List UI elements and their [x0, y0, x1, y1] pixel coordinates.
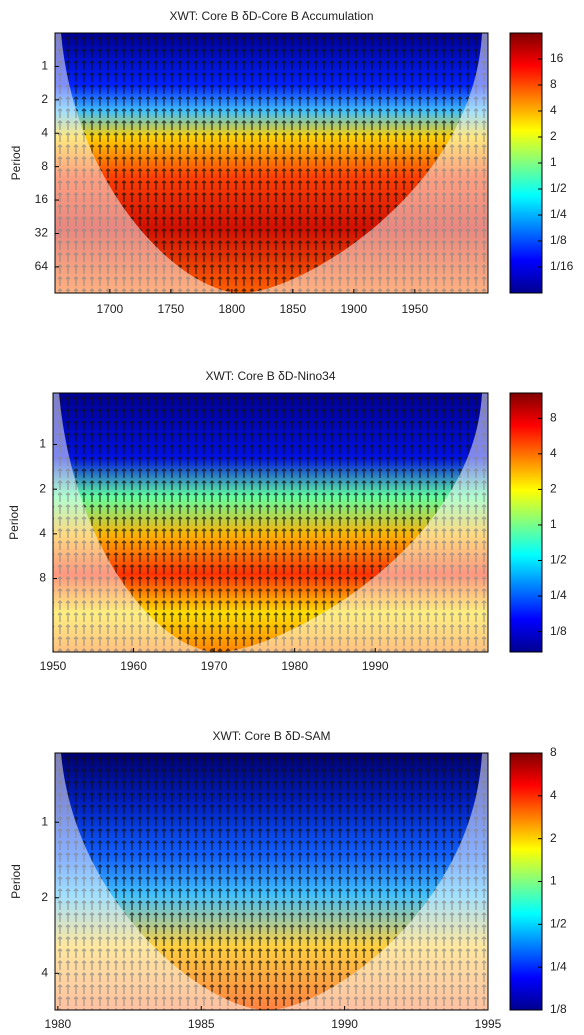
y-tick-label: 1: [39, 437, 46, 451]
colorbar-tick-label: 8: [550, 77, 557, 91]
cone-of-influence: [55, 753, 488, 1010]
colorbar-tick-label: 1/8: [550, 624, 567, 638]
colorbar-tick-label: 1/4: [550, 207, 567, 221]
plot-frame: [54, 32, 489, 294]
x-tick-label: 1950: [40, 659, 67, 673]
colorbar-tick-label: 1/16: [550, 259, 574, 273]
plot-frame: [52, 392, 489, 653]
colorbar-tick-label: 1/8: [550, 1002, 567, 1016]
colorbar-tick-label: 16: [550, 51, 564, 65]
colorbar: [509, 392, 543, 653]
x-tick-label: 1850: [279, 302, 306, 316]
x-tick-label: 1750: [158, 302, 185, 316]
colorbar-tick-label: 4: [550, 788, 557, 802]
chart-title: XWT: Core B δD-Nino34: [205, 369, 335, 383]
chart-title: XWT: Core B δD-SAM: [212, 729, 330, 743]
y-tick-label: 4: [41, 965, 48, 979]
y-tick-label: 64: [35, 259, 49, 273]
y-tick-label: 32: [35, 226, 49, 240]
colorbar-tick-label: 4: [550, 446, 557, 460]
y-tick-label: 1: [41, 814, 48, 828]
colorbar-tick-label: 1/4: [550, 588, 567, 602]
x-tick-label: 1700: [97, 302, 124, 316]
x-tick-label: 1995: [475, 1017, 502, 1031]
y-axis-label: Period: [9, 146, 23, 181]
colorbar-tick-label: 8: [550, 410, 557, 424]
x-tick-label: 1985: [188, 1017, 215, 1031]
colorbar-tick-label: 1/2: [550, 553, 567, 567]
y-tick-label: 2: [41, 92, 48, 106]
colorbar-tick-label: 1/2: [550, 917, 567, 931]
colorbar-tick-label: 1: [550, 517, 557, 531]
y-tick-label: 2: [39, 481, 46, 495]
y-tick-label: 4: [39, 526, 46, 540]
y-tick-label: 8: [39, 571, 46, 585]
x-tick-label: 1900: [340, 302, 367, 316]
y-axis-label: Period: [7, 505, 21, 540]
x-tick-label: 1990: [362, 659, 389, 673]
colorbar-tick-label: 1/8: [550, 233, 567, 247]
y-tick-label: 4: [41, 125, 48, 139]
colorbar-tick-label: 1/4: [550, 959, 567, 973]
cone-of-influence: [55, 33, 488, 293]
y-tick-label: 2: [41, 890, 48, 904]
cone-of-influence: [53, 393, 488, 652]
chart-title: XWT: Core B δD-Core B Accumulation: [169, 9, 373, 23]
plot-frame: [54, 752, 489, 1011]
x-tick-label: 1990: [331, 1017, 358, 1031]
colorbar-tick-label: 1/2: [550, 181, 567, 195]
x-tick-label: 1980: [281, 659, 308, 673]
colorbar-tick-label: 8: [550, 745, 557, 759]
colorbar-tick-label: 2: [550, 831, 557, 845]
y-tick-label: 16: [35, 192, 49, 206]
colorbar-tick-label: 1: [550, 155, 557, 169]
y-tick-label: 8: [41, 159, 48, 173]
colorbar: [509, 32, 543, 294]
y-tick-label: 1: [41, 59, 48, 73]
x-tick-label: 1960: [120, 659, 147, 673]
colorbar-tick-label: 2: [550, 482, 557, 496]
colorbar-tick-label: 1: [550, 874, 557, 888]
x-tick-label: 1970: [201, 659, 228, 673]
x-tick-label: 1950: [401, 302, 428, 316]
colorbar-tick-label: 4: [550, 103, 557, 117]
colorbar: [509, 752, 543, 1011]
colorbar-tick-label: 2: [550, 129, 557, 143]
y-axis-label: Period: [9, 864, 23, 899]
x-tick-label: 1980: [45, 1017, 72, 1031]
x-tick-label: 1800: [219, 302, 246, 316]
